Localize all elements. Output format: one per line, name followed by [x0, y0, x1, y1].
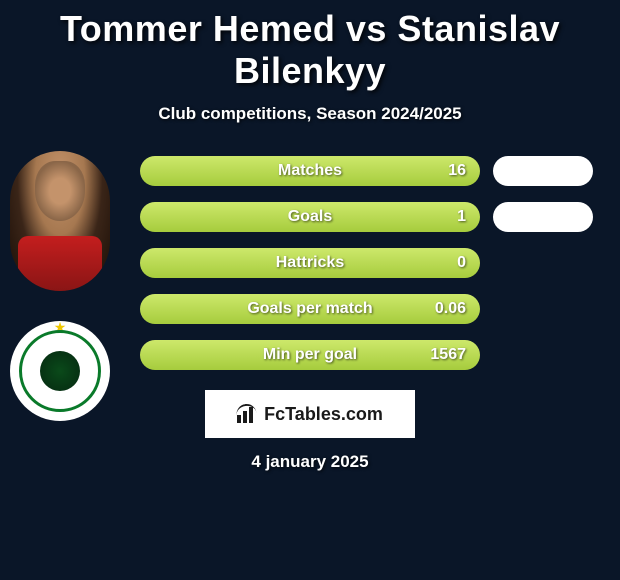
source-logo: FcTables.com — [205, 390, 415, 438]
stat-row-hattricks: Hattricks 0 — [140, 248, 480, 278]
stat-label: Min per goal — [140, 346, 480, 364]
chart-icon — [237, 406, 259, 423]
page-title: Tommer Hemed vs Stanislav Bilenkyy — [0, 0, 620, 92]
stat-label: Goals per match — [140, 300, 480, 318]
source-logo-text: FcTables.com — [264, 404, 383, 425]
club-badge: ★ — [10, 321, 110, 421]
stat-label: Hattricks — [140, 254, 480, 272]
player-left-column: ★ — [10, 156, 110, 421]
page-subtitle: Club competitions, Season 2024/2025 — [0, 104, 620, 124]
player-avatar — [10, 151, 110, 291]
stat-value-left: 1567 — [430, 346, 466, 364]
stat-value-left: 0.06 — [435, 300, 466, 318]
stat-value-left: 16 — [448, 162, 466, 180]
stat-row-gpm: Goals per match 0.06 — [140, 294, 480, 324]
stat-label: Goals — [140, 208, 480, 226]
stat-value-left: 0 — [457, 254, 466, 272]
stat-row-matches: Matches 16 — [140, 156, 480, 186]
stat-label: Matches — [140, 162, 480, 180]
stat-bars: Matches 16 Goals 1 Hattricks 0 Goals per… — [140, 156, 480, 370]
stat-row-goals: Goals 1 — [140, 202, 480, 232]
stat-value-left: 1 — [457, 208, 466, 226]
comparison-area: ★ Matches 16 Goals 1 Hattricks 0 Goals p… — [0, 156, 620, 370]
stat-pill-matches — [493, 156, 593, 186]
club-badge-inner — [19, 330, 101, 412]
stat-row-mpg: Min per goal 1567 — [140, 340, 480, 370]
stat-pills-right — [493, 156, 593, 248]
date-label: 4 january 2025 — [0, 452, 620, 472]
stat-pill-goals — [493, 202, 593, 232]
